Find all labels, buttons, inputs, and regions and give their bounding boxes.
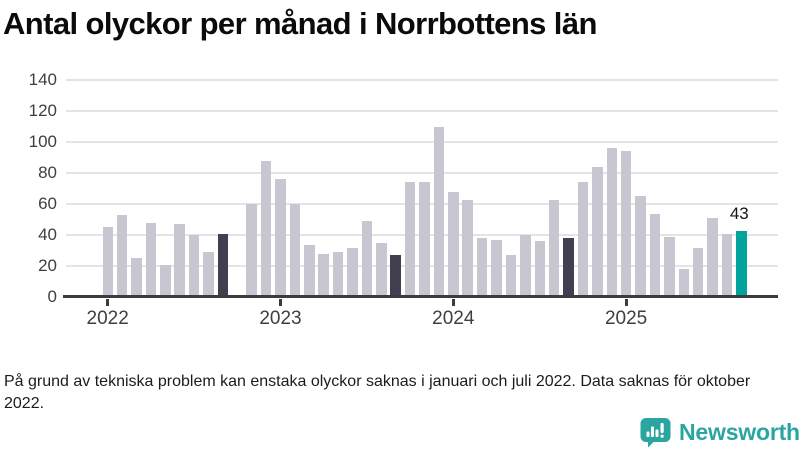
bar-2022-07 xyxy=(188,235,200,298)
bar-2024-07 xyxy=(534,241,545,298)
bar-2025-02 xyxy=(635,196,646,298)
x-axis-tick-2023 xyxy=(279,298,282,306)
newsworthy-logo-text: Newsworthy xyxy=(679,419,800,445)
bar-2025-08 xyxy=(721,233,733,298)
x-axis-label-2025: 2025 xyxy=(604,308,648,330)
bar-2022-12 xyxy=(260,160,272,298)
x-axis-tick-2024 xyxy=(451,298,455,306)
bar-2023-04 xyxy=(318,253,329,298)
bar-2024-08 xyxy=(548,199,560,298)
x-axis-label-2024: 2024 xyxy=(432,308,475,330)
bar-2022-01 xyxy=(102,227,113,298)
bar-2022-06 xyxy=(174,224,185,298)
y-axis-label-100: 100 xyxy=(28,132,57,152)
bar-2024-02 xyxy=(462,199,473,298)
y-axis-label-120: 120 xyxy=(28,101,57,121)
footnote: På grund av tekniska problem kan enstaka… xyxy=(4,373,751,413)
chart-title: Antal olyckor per månad i Norrbottens lä… xyxy=(3,6,597,41)
gridline-80 xyxy=(66,172,778,175)
y-axis-label-40: 40 xyxy=(38,225,57,245)
bar-2024-04 xyxy=(491,239,502,298)
bar-2025-01 xyxy=(620,151,632,298)
bar-2025-09 xyxy=(736,230,747,298)
bar-2025-04 xyxy=(664,236,675,298)
gridline-100 xyxy=(66,141,778,144)
bar-2023-01 xyxy=(275,179,286,298)
newsworthy-logo: Newsworthy xyxy=(639,417,800,448)
bar-2022-05 xyxy=(160,264,171,298)
bar-2023-10 xyxy=(404,182,416,298)
bar-2022-09 xyxy=(217,233,229,298)
bar-2024-09 xyxy=(563,238,574,298)
x-axis-tick-2025 xyxy=(624,298,628,306)
gridline-140 xyxy=(66,79,778,82)
bar-2023-08 xyxy=(376,242,387,298)
bar-2024-06 xyxy=(520,235,531,298)
bar-2023-05 xyxy=(332,252,344,298)
x-axis-label-2023: 2023 xyxy=(259,308,302,330)
bar-2024-03 xyxy=(476,238,488,298)
x-axis-line xyxy=(63,295,778,299)
bar-2022-03 xyxy=(131,258,142,298)
y-axis-label-80: 80 xyxy=(38,163,57,183)
bar-2022-11 xyxy=(246,204,257,298)
x-axis-label-2022: 2022 xyxy=(86,308,129,330)
bar-2024-10 xyxy=(577,182,589,298)
bar-2024-11 xyxy=(592,166,603,298)
bar-2023-06 xyxy=(347,247,358,298)
y-axis-label-140: 140 xyxy=(28,70,57,90)
bar-2023-09 xyxy=(390,255,401,298)
bar-2024-01 xyxy=(448,191,459,298)
bar-2025-05 xyxy=(678,269,689,298)
latest-value-label: 43 xyxy=(729,203,749,223)
y-axis-label-0: 0 xyxy=(47,287,57,307)
bar-2025-07 xyxy=(707,218,718,298)
newsworthy-logo-icon xyxy=(639,417,672,448)
bar-2022-02 xyxy=(116,215,128,298)
bar-2025-03 xyxy=(649,213,661,298)
bar-2025-06 xyxy=(692,247,704,298)
x-axis-tick-2022 xyxy=(106,298,110,306)
bar-2024-12 xyxy=(606,148,617,298)
bar-2022-04 xyxy=(145,222,157,298)
y-axis-label-20: 20 xyxy=(38,256,57,276)
bar-2023-07 xyxy=(361,221,373,298)
bar-2024-05 xyxy=(505,255,517,298)
y-axis-label-60: 60 xyxy=(38,194,57,214)
bar-2022-08 xyxy=(203,252,214,298)
bar-2023-11 xyxy=(419,182,430,298)
bar-2023-12 xyxy=(433,126,445,298)
gridline-120 xyxy=(66,110,778,113)
bar-2023-02 xyxy=(289,204,301,298)
bar-2023-03 xyxy=(304,244,315,298)
